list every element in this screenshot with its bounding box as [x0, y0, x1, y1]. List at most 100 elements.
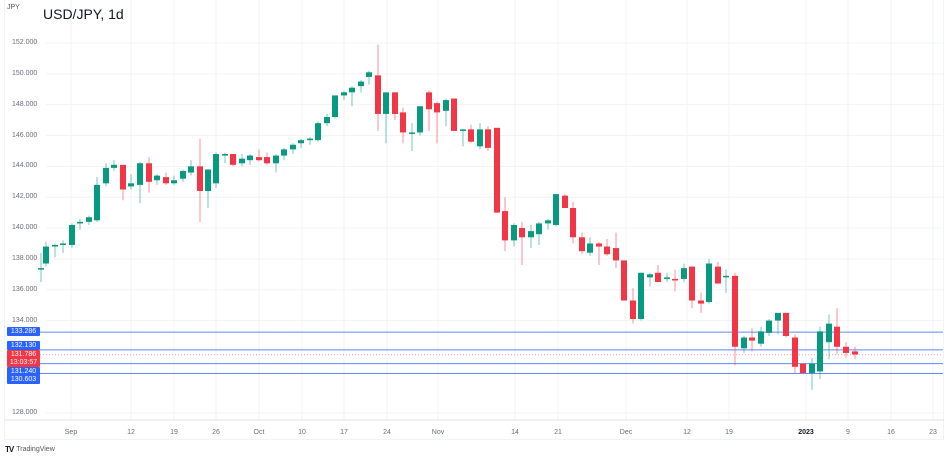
candle-body — [69, 224, 75, 246]
candle-body — [545, 220, 551, 224]
candle-body — [723, 275, 729, 278]
price-axis-label: 134.000 — [12, 316, 38, 324]
candle-body — [103, 167, 109, 184]
candle-body — [604, 246, 610, 255]
candle-body — [843, 346, 849, 353]
candle-body — [392, 92, 398, 114]
candle-body — [477, 129, 483, 147]
candle-body — [621, 260, 627, 301]
candle-body — [834, 326, 840, 347]
candle-body — [451, 98, 457, 131]
time-axis-label: Dec — [619, 429, 633, 436]
candle-body — [154, 175, 160, 181]
candle-body — [706, 263, 712, 303]
candle-body — [256, 157, 262, 161]
candle-body — [426, 92, 432, 110]
price-axis-label: 146.000 — [12, 131, 38, 139]
tradingview-brand[interactable]: TV TradingView — [5, 445, 55, 454]
price-axis-label: 144.000 — [12, 162, 38, 170]
level-price-tag: 133.286 — [7, 327, 40, 336]
candle-body — [766, 320, 772, 333]
chart-canvas[interactable] — [0, 0, 950, 440]
time-axis-label: 10 — [298, 429, 306, 436]
time-axis-label: 17 — [340, 429, 348, 436]
last-price-tag: 131.786 — [7, 350, 40, 359]
candle-body — [239, 158, 245, 164]
candle-body — [180, 170, 186, 179]
price-axis-label: 148.000 — [12, 100, 38, 108]
candle-body — [273, 155, 279, 164]
candle-body — [111, 164, 117, 168]
time-axis-label: 16 — [887, 429, 895, 436]
price-axis-label: 140.000 — [12, 224, 38, 232]
candle-body — [434, 103, 440, 113]
time-axis-label: 9 — [846, 429, 850, 436]
candle-body — [596, 243, 602, 247]
candle-body — [775, 312, 781, 321]
candle-body — [638, 272, 644, 320]
candle-body — [213, 154, 219, 184]
bar-countdown-tag: 13:03:57 — [7, 358, 40, 367]
level-price-tag: 130.603 — [7, 375, 40, 384]
candle-body — [163, 177, 169, 184]
candle-body — [502, 211, 508, 241]
candle-body — [749, 337, 755, 341]
candle-body — [528, 231, 534, 238]
candle-body — [52, 245, 58, 247]
candle-body — [570, 207, 576, 238]
candle-body — [579, 237, 585, 252]
time-axis-label: 19 — [725, 429, 733, 436]
candle-body — [698, 300, 704, 304]
time-axis-label: 14 — [511, 429, 519, 436]
candle-body — [553, 194, 559, 225]
price-axis-label: 136.000 — [12, 285, 38, 293]
candle-body — [264, 157, 270, 164]
chart-frame[interactable] — [4, 0, 944, 440]
currency-label: JPY — [7, 4, 20, 11]
time-axis-label: 24 — [383, 429, 391, 436]
candle-body — [485, 129, 491, 148]
candle-body — [417, 106, 423, 133]
candle-body — [792, 337, 798, 367]
candle-body — [758, 331, 764, 344]
candle-body — [128, 183, 134, 187]
price-axis-label: 152.000 — [12, 39, 38, 46]
candle-body — [460, 129, 466, 131]
time-axis-label: 23 — [929, 429, 937, 436]
candle-body — [120, 164, 126, 190]
candle-body — [664, 277, 670, 279]
candle-body — [852, 351, 858, 355]
time-axis-label: 12 — [683, 429, 691, 436]
candle-body — [222, 154, 228, 156]
candle-body — [171, 180, 177, 184]
candle-body — [613, 248, 619, 261]
candle-body — [341, 92, 347, 96]
candle-body — [468, 129, 474, 142]
candle-body — [358, 81, 364, 87]
candle-body — [146, 163, 152, 182]
time-axis-label: Nov — [431, 429, 445, 436]
candle-body — [715, 266, 721, 284]
candle-body — [77, 221, 83, 224]
candle-body — [443, 100, 449, 111]
candle-body — [800, 363, 806, 373]
candle-body — [230, 154, 236, 165]
candle-body — [494, 127, 500, 213]
time-axis-label: 21 — [554, 429, 562, 436]
candle-body — [94, 184, 100, 221]
symbol-title[interactable]: USD/JPY, 1d — [43, 6, 124, 22]
candle-body — [630, 300, 636, 320]
candle-body — [741, 337, 747, 349]
time-axis-label: Oct — [253, 429, 265, 436]
candle-body — [298, 140, 304, 144]
candle-body — [383, 92, 389, 114]
candle-body — [197, 166, 203, 192]
candle-body — [826, 323, 832, 343]
price-axis-label: 142.000 — [12, 193, 38, 201]
candle-body — [817, 331, 823, 372]
candle-body — [689, 266, 695, 301]
candle-body — [409, 132, 415, 134]
candle-body — [43, 246, 49, 264]
candle-body — [205, 169, 211, 192]
tradingview-logo-icon: TV — [5, 445, 14, 454]
